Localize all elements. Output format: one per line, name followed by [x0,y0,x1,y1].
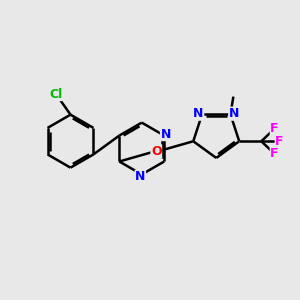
Text: F: F [270,147,279,160]
Text: F: F [270,122,279,135]
Text: N: N [229,107,239,120]
Text: O: O [151,145,162,158]
Text: N: N [160,128,171,141]
Text: F: F [275,135,284,148]
Text: N: N [193,107,204,120]
Text: Cl: Cl [49,88,62,100]
Text: N: N [135,170,146,183]
